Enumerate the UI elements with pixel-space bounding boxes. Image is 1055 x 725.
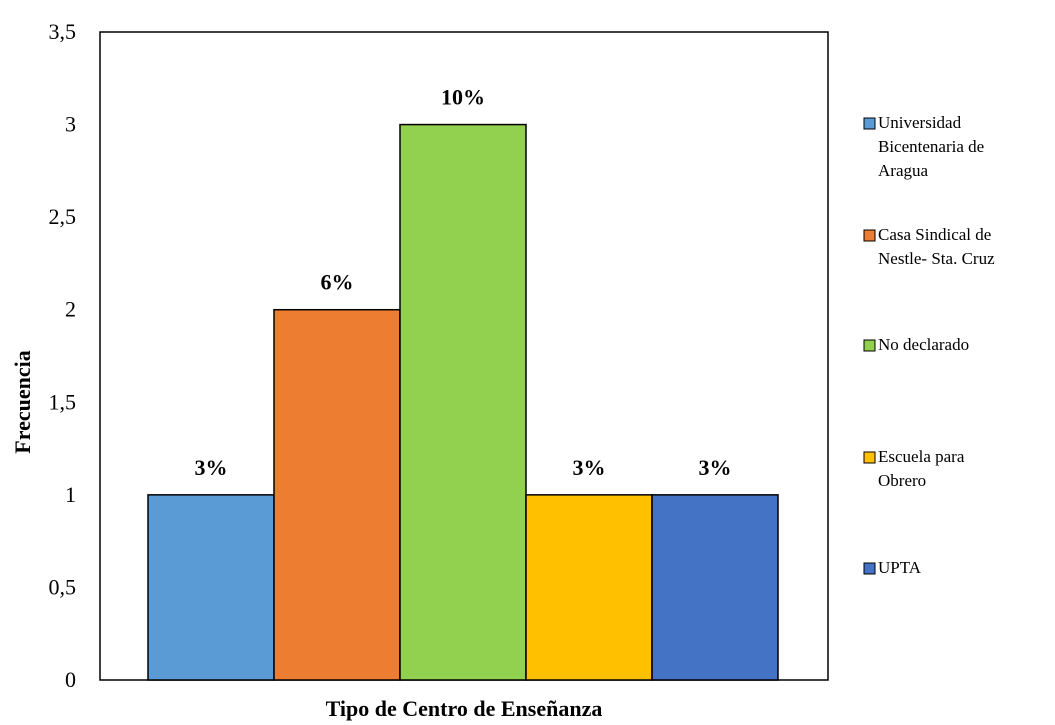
legend-swatch [863,339,876,352]
y-tick-label: 2,5 [49,204,77,229]
y-tick-label: 1 [65,482,76,507]
bar [399,123,527,681]
legend-swatch [863,562,876,575]
y-axis-title: Frecuencia [10,350,35,453]
y-tick-label: 0 [65,667,76,692]
bar [273,308,401,681]
data-label: 10% [441,85,485,110]
bar [651,494,779,681]
legend-entry-label: UPTA [878,558,922,577]
y-tick-label: 3 [65,112,76,137]
data-label: 3% [195,455,228,480]
y-tick-label: 3,5 [49,19,77,44]
data-label: 3% [699,455,732,480]
x-axis-title: Tipo de Centro de Enseñanza [326,696,603,721]
y-tick-label: 2 [65,297,76,322]
bar [525,494,653,681]
legend-swatch [863,117,876,130]
legend-entry-label: Universidad Bicentenaria de Aragua [878,113,984,180]
data-label: 6% [321,270,354,295]
legend-swatch [863,229,876,242]
legend-entry-label: Casa Sindical de Nestle- Sta. Cruz [878,225,995,268]
y-tick-label: 1,5 [49,389,77,414]
y-tick-label: 0,5 [49,574,77,599]
bar [147,494,275,681]
legend-entry-label: No declarado [878,335,969,354]
legend-entry-label: Escuela para Obrero [878,447,965,490]
data-label: 3% [573,455,606,480]
legend-swatch [863,451,876,464]
